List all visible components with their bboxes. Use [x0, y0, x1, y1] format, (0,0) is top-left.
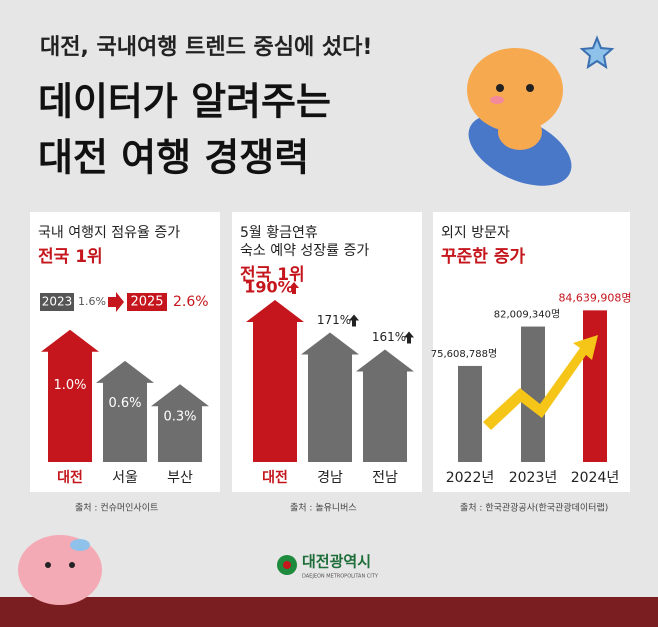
compare-arrow [108, 292, 124, 312]
up-arrow [404, 331, 414, 344]
x-tick-label: 전남 [372, 470, 398, 486]
x-tick-label: 경남 [317, 470, 343, 486]
value-label: 161% [372, 330, 406, 344]
source: 출처 : 컨슈머인사이트 [75, 502, 158, 514]
x-tick-label: 2022년 [446, 470, 495, 486]
card-title: 숙소 예약 성장률 증가 [240, 243, 369, 259]
year: 2023 [42, 295, 73, 309]
value-label: 1.0% [53, 378, 86, 393]
arrow-bar [246, 300, 304, 462]
logo-sub: DAEJEON METROPOLITAN CITY [302, 574, 379, 580]
subtitle: 대전, 국내여행 트렌드 중심에 섰다! [40, 35, 372, 60]
x-tick-label: 대전 [262, 469, 288, 486]
x-tick-label: 2024년 [571, 470, 620, 486]
card-title: 외지 방문자 [441, 225, 510, 241]
title: 대전 여행 경쟁력 [38, 136, 309, 180]
up-arrow [289, 282, 299, 295]
title: 데이터가 알려주는 [38, 80, 331, 124]
mascot-orange [467, 35, 615, 186]
footer-logo: 대전광역시 DAEJEON METROPOLITAN CITY [277, 553, 379, 580]
year: 2025 [130, 295, 163, 310]
arrow-bar [41, 329, 99, 462]
value-label: 75,608,788명 [431, 348, 497, 360]
card-highlight: 전국 1위 [38, 247, 103, 267]
bottom-band [0, 597, 658, 627]
source: 출처 : 놀유니버스 [290, 502, 357, 514]
arrow-bar [356, 349, 414, 462]
value-label: 171% [317, 313, 351, 327]
share: 1.6% [78, 295, 106, 308]
up-arrow [349, 314, 359, 327]
value-label: 0.3% [163, 409, 196, 424]
x-tick-label: 대전 [57, 469, 83, 486]
year-box [40, 293, 74, 311]
value-label: 82,009,340명 [494, 309, 560, 321]
bar [458, 365, 482, 462]
card-highlight: 꾸준한 증가 [441, 247, 525, 267]
arrow-bar [301, 332, 359, 462]
arrow-bar [96, 360, 154, 462]
trend-arrow [483, 335, 598, 430]
year-box [127, 293, 167, 311]
card-highlight: 전국 1위 [240, 265, 305, 285]
card-title: 국내 여행지 점유율 증가 [38, 225, 180, 241]
arrow-bar [151, 384, 209, 462]
value-label: 84,639,908명 [558, 291, 631, 304]
share: 2.6% [173, 294, 209, 310]
mascot-pink [18, 535, 102, 605]
x-tick-label: 2023년 [509, 470, 558, 486]
card-title: 5월 황금연휴 [240, 225, 318, 241]
x-tick-label: 부산 [167, 470, 193, 486]
source: 출처 : 한국관광공사(한국관광데이터랩) [460, 502, 608, 514]
value-label: 190% [244, 278, 293, 297]
x-tick-label: 서울 [112, 470, 138, 486]
value-label: 0.6% [108, 396, 141, 411]
bar [583, 310, 607, 462]
logo-text: 대전광역시 [302, 553, 371, 571]
